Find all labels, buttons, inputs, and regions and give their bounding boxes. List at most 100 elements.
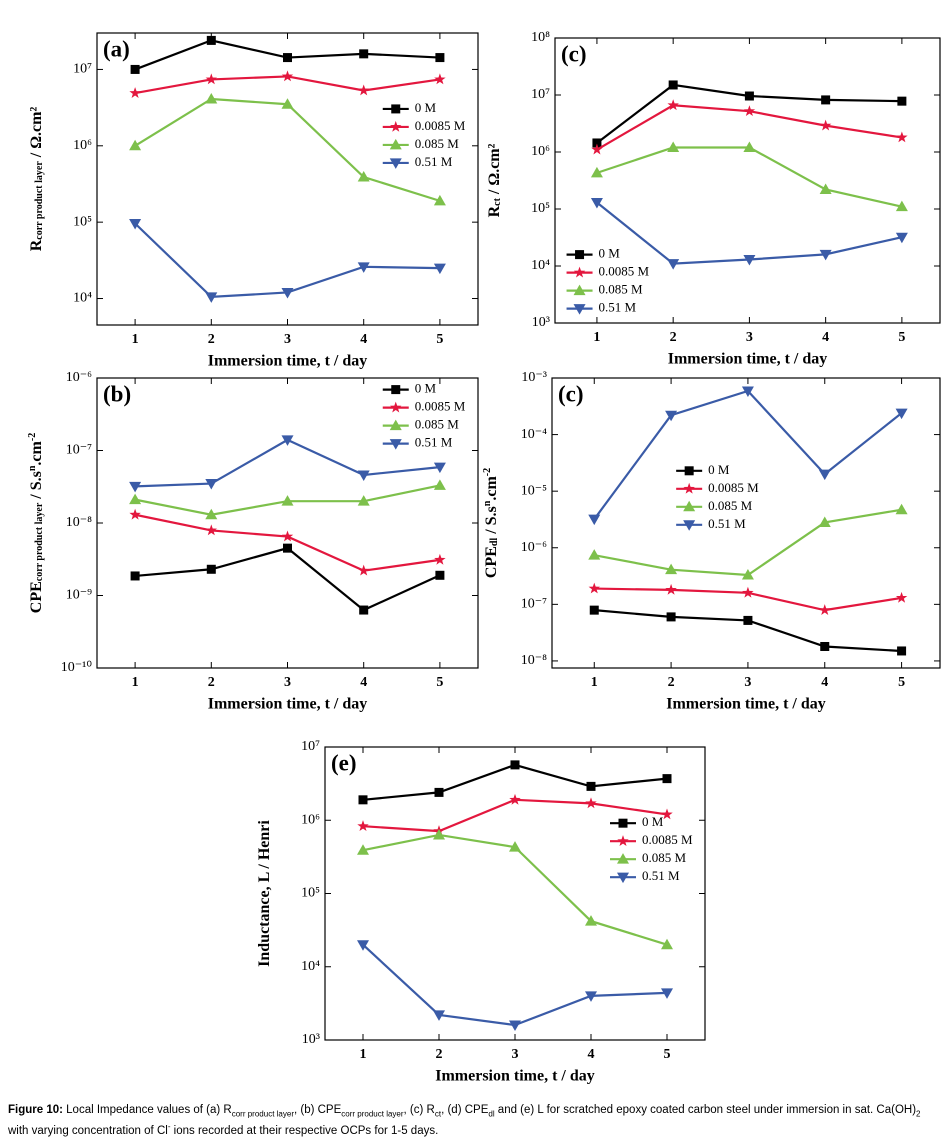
marker [434, 553, 446, 565]
y-axis-label-part: R [28, 239, 45, 251]
x-tick-label: 1 [132, 332, 139, 347]
y-axis-label: CPEcorr product layer / S.sn.cm-2 [27, 433, 46, 613]
marker [129, 87, 141, 98]
marker [435, 570, 445, 580]
series-line [134, 97, 441, 202]
marker [585, 797, 597, 809]
marker [667, 259, 680, 270]
caption-part: , (b) CPE [293, 1104, 342, 1116]
legend-label: 0.085 M [599, 282, 644, 297]
marker [206, 564, 216, 574]
x-tick-label: 3 [512, 1047, 519, 1062]
x-tick-label: 3 [284, 332, 291, 347]
y-axis-label-part: / Ω.cm² [28, 107, 45, 162]
marker [743, 105, 756, 117]
marker [391, 104, 401, 114]
marker [435, 53, 445, 63]
x-tick-label: 4 [821, 675, 828, 690]
marker [741, 386, 754, 397]
marker [281, 98, 294, 109]
x-axis-label: Immersion time, t / day [668, 351, 828, 368]
caption-part: Figure 10: [8, 1104, 63, 1116]
legend-label: 0.0085 M [599, 264, 650, 279]
y-axis-label-part: / S.s [483, 506, 500, 538]
marker [281, 435, 294, 446]
legend-label: 0 M [415, 100, 437, 115]
legend-label: 0.0085 M [708, 480, 759, 495]
series-line [135, 546, 441, 612]
marker [667, 141, 680, 152]
marker [390, 120, 402, 132]
caption-part: corr product layer [341, 1109, 404, 1119]
marker [357, 844, 369, 855]
y-tick-label: 10⁻⁸ [66, 515, 92, 530]
marker [206, 35, 216, 45]
y-axis-label-part: dl [489, 538, 500, 547]
marker [821, 95, 831, 105]
marker [591, 143, 603, 155]
marker [590, 166, 603, 178]
marker [897, 646, 907, 656]
marker [617, 835, 629, 847]
marker [129, 139, 142, 151]
marker [433, 194, 446, 206]
legend-label: 0.0085 M [415, 399, 466, 414]
legend-label: 0.0085 M [642, 832, 693, 847]
legend-label: 0.085 M [415, 136, 460, 151]
marker [357, 470, 370, 481]
marker [819, 604, 831, 615]
caption-part: Local Impedance values of (a) R [62, 1104, 232, 1116]
marker [819, 119, 832, 131]
marker [389, 439, 402, 450]
y-tick-label: 10⁷ [301, 739, 320, 754]
marker [589, 605, 599, 615]
legend-label: 0.51 M [642, 868, 680, 883]
marker [433, 1010, 445, 1021]
marker [130, 64, 140, 74]
y-tick-label: 10⁻⁴ [521, 427, 547, 442]
marker [509, 841, 521, 852]
marker [281, 530, 294, 542]
marker [895, 232, 908, 244]
legend-label: 0 M [415, 381, 437, 396]
marker [205, 508, 218, 520]
marker [743, 615, 753, 625]
marker [205, 524, 218, 536]
legend-label: 0.51 M [415, 154, 453, 169]
caption-part: , (d) CPE [441, 1104, 489, 1116]
marker [358, 795, 368, 805]
y-tick-label: 10⁻⁷ [66, 443, 92, 458]
legend-label: 0 M [642, 814, 664, 829]
panel-label: (e) [331, 750, 357, 775]
y-axis-label-part: CPE [483, 546, 500, 578]
marker [588, 514, 601, 526]
y-axis-label-part: n [27, 465, 38, 471]
marker [661, 938, 673, 950]
y-tick-label: 10⁻⁸ [521, 653, 547, 668]
y-axis-label: CPEdl / S.sn.cm-2 [482, 468, 501, 578]
series-line [596, 146, 903, 208]
panel-label: (c) [561, 41, 587, 66]
x-tick-label: 4 [822, 330, 829, 345]
marker [743, 141, 756, 152]
y-tick-label: 10⁵ [73, 214, 92, 229]
panel-label: (c) [558, 381, 584, 406]
y-tick-label: 10⁷ [73, 62, 92, 77]
legend-label: 0 M [599, 246, 621, 261]
y-tick-label: 10⁴ [301, 959, 320, 974]
x-tick-label: 5 [436, 332, 443, 347]
marker [585, 915, 597, 926]
y-tick-label: 10⁶ [531, 144, 550, 159]
marker [662, 774, 672, 784]
marker [820, 641, 830, 651]
marker [281, 287, 294, 299]
y-axis-label: Rct / Ω.cm² [486, 143, 504, 217]
marker [433, 828, 445, 840]
panel-label: (a) [103, 36, 130, 61]
x-tick-label: 5 [898, 675, 905, 690]
legend-label: 0.085 M [708, 498, 753, 513]
y-tick-label: 10⁶ [73, 138, 92, 153]
y-axis-label-part: -2 [482, 468, 493, 476]
caption-part: dl [488, 1109, 495, 1119]
